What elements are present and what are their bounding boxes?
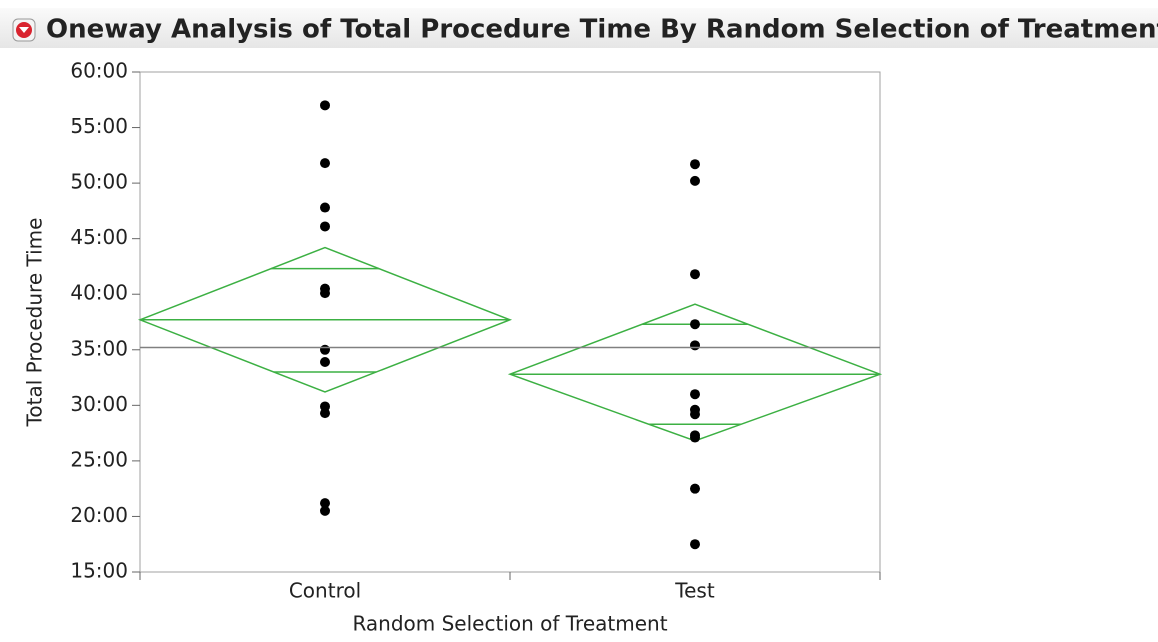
- data-point: [690, 409, 700, 420]
- y-tick-label: 55:00: [70, 114, 128, 138]
- data-point: [320, 158, 330, 169]
- data-point: [320, 100, 330, 111]
- y-tick-label: 45:00: [70, 225, 128, 249]
- y-tick-label: 30:00: [70, 392, 128, 416]
- data-point: [690, 269, 700, 280]
- y-tick-label: 50:00: [70, 170, 128, 194]
- data-point: [690, 340, 700, 351]
- x-axis-title: Random Selection of Treatment: [352, 612, 667, 636]
- chart-title: Oneway Analysis of Total Procedure Time …: [46, 15, 1158, 45]
- data-point: [690, 389, 700, 400]
- plot-frame: [139, 71, 881, 573]
- data-point: [690, 539, 700, 550]
- data-point: [320, 408, 330, 419]
- y-tick-label: 25:00: [70, 447, 128, 471]
- y-tick-label: 15:00: [70, 559, 128, 583]
- data-point: [320, 498, 330, 509]
- y-tick-label: 40:00: [70, 281, 128, 305]
- x-tick-label: Control: [289, 579, 361, 603]
- y-axis-title: Total Procedure Time: [23, 218, 47, 428]
- disclosure-icon[interactable]: [12, 18, 36, 42]
- data-point: [320, 505, 330, 516]
- title-bar: [0, 8, 1158, 48]
- data-point: [690, 432, 700, 443]
- data-point: [690, 483, 700, 494]
- data-point: [690, 175, 700, 186]
- data-point: [690, 319, 700, 330]
- data-point: [320, 221, 330, 232]
- x-tick-label: Test: [674, 579, 715, 603]
- y-tick-label: 60:00: [70, 59, 128, 83]
- data-point: [320, 202, 330, 213]
- data-point: [320, 344, 330, 355]
- y-tick-label: 35:00: [70, 336, 128, 360]
- data-point: [320, 357, 330, 367]
- data-point: [320, 288, 330, 299]
- y-tick-label: 20:00: [70, 503, 128, 527]
- data-point: [690, 159, 700, 170]
